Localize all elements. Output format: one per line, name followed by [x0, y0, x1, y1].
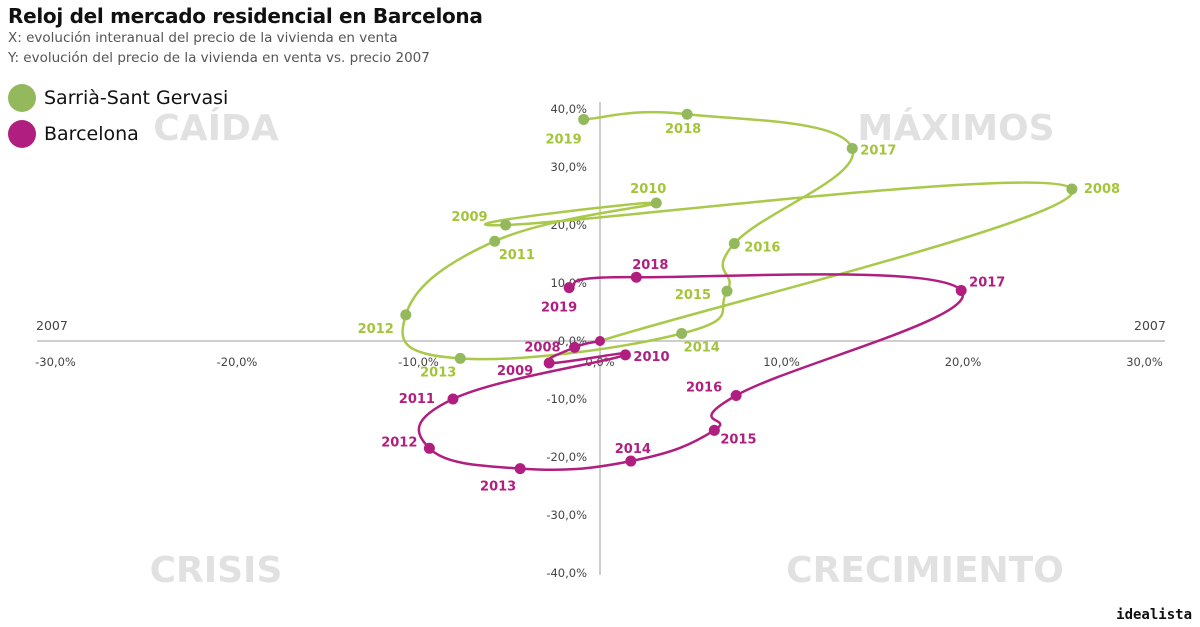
y-tick-label: -10,0% [546, 392, 587, 406]
data-point [500, 219, 512, 231]
x-axis-description: X: evolución interanual del precio de la… [8, 30, 398, 46]
data-point [721, 285, 733, 297]
reference-label-left: 2007 [36, 318, 68, 333]
brand-logo: idealista [1116, 607, 1192, 623]
x-tick-label: -10,0% [398, 355, 439, 369]
data-point [630, 271, 642, 283]
data-point [454, 352, 466, 364]
y-tick-label: -20,0% [546, 450, 587, 464]
x-tick-label: -30,0% [35, 355, 76, 369]
data-label: 2010 [633, 350, 669, 365]
y-tick-label: -40,0% [546, 566, 587, 580]
data-label: 2014 [615, 442, 651, 457]
legend-dot-barcelona [8, 120, 36, 148]
quadrant-top-left: CAÍDA [153, 107, 279, 149]
data-label: 2013 [420, 365, 456, 380]
data-point [447, 393, 459, 405]
quadrant-top-right: MÁXIMOS [857, 107, 1054, 149]
data-label: 2013 [480, 480, 516, 495]
data-label: 2016 [686, 381, 722, 396]
reference-label-right: 2007 [1134, 318, 1166, 333]
data-label: 2012 [358, 322, 394, 337]
data-point [578, 113, 590, 125]
data-point [563, 282, 575, 294]
legend-label-barcelona: Barcelona [44, 123, 139, 145]
x-tick-label: 30,0% [1126, 355, 1163, 369]
data-point [1066, 183, 1078, 195]
x-tick-label: 10,0% [763, 355, 800, 369]
data-label: 2019 [545, 132, 581, 147]
data-label: 2009 [497, 364, 533, 379]
data-point [625, 455, 637, 467]
data-point-origin [595, 336, 605, 346]
data-label: 2016 [744, 241, 780, 256]
data-label: 2010 [630, 182, 666, 197]
data-label: 2011 [399, 392, 435, 407]
legend: Sarrià-Sant Gervasi Barcelona [8, 80, 228, 152]
series-barcelona: 2008 2009 2010 2011 2012 2013 2014 2015 2016 2017… [381, 258, 1005, 494]
data-label: 2018 [632, 258, 668, 273]
data-point [619, 349, 631, 361]
y-tick-label: 30,0% [550, 160, 587, 174]
legend-label-sarria: Sarrià-Sant Gervasi [44, 87, 229, 109]
data-point [650, 197, 662, 209]
data-label: 2017 [860, 143, 896, 158]
series-layer: 2008 2009 2010 2011 2012 2013 2014 2015 2016 2017… [358, 108, 1120, 495]
series-line [401, 110, 1074, 361]
data-label: 2018 [665, 122, 701, 137]
data-point [514, 463, 526, 475]
quadrant-labels: CAÍDA MÁXIMOS CRISIS CRECIMIENTO [150, 107, 1064, 591]
data-label: 2011 [499, 248, 535, 263]
legend-item-barcelona: Barcelona [8, 116, 228, 152]
y-tick-label: 40,0% [550, 102, 587, 116]
data-label: 2019 [541, 301, 577, 316]
data-label: 2009 [451, 210, 487, 225]
data-label: 2008 [524, 340, 560, 355]
data-point [955, 285, 967, 297]
data-point [489, 235, 501, 247]
data-point [423, 442, 435, 454]
data-point [569, 341, 581, 353]
legend-dot-sarria [8, 84, 36, 112]
data-point [846, 142, 858, 154]
data-point [728, 238, 740, 250]
data-label: 2012 [381, 435, 417, 450]
y-axis-description: Y: evolución del precio de la vivienda e… [8, 50, 430, 66]
data-point [676, 327, 688, 339]
data-label: 2014 [684, 340, 720, 355]
quadrant-bottom-right: CRECIMIENTO [786, 550, 1064, 591]
x-tick-label: 20,0% [945, 355, 982, 369]
legend-item-sarria: Sarrià-Sant Gervasi [8, 80, 228, 116]
data-point [708, 424, 720, 436]
series-line [417, 273, 965, 472]
quadrant-bottom-left: CRISIS [150, 550, 283, 591]
data-label: 2015 [675, 288, 711, 303]
data-label: 2008 [1084, 182, 1120, 197]
data-label: 2015 [720, 432, 756, 447]
series-sarria-sant-gervasi: 2008 2009 2010 2011 2012 2013 2014 2015 2016 2017… [358, 108, 1120, 380]
data-point [681, 108, 693, 120]
chart-title: Reloj del mercado residencial en Barcelo… [8, 4, 483, 28]
y-tick-label: -30,0% [546, 508, 587, 522]
data-point [543, 357, 555, 369]
data-point [400, 309, 412, 321]
axes: -30,0% -20,0% -10,0% 0,0% 10,0% 20,0% 30,0%40,… [35, 102, 1165, 580]
data-point [730, 390, 742, 402]
data-label: 2017 [969, 276, 1005, 291]
x-tick-label: -20,0% [217, 355, 258, 369]
